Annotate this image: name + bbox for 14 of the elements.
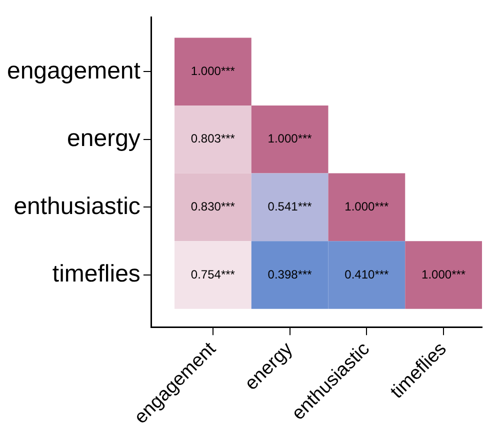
data-label: 1.000*** <box>190 64 236 78</box>
data-label: 0.398*** <box>268 267 312 282</box>
data-label: 0.830*** <box>190 200 236 214</box>
y-tick-label: timeflies <box>52 260 140 288</box>
y-tick-label: energy <box>67 125 140 152</box>
data-label: 1.000*** <box>344 200 390 214</box>
data-label: 1.000*** <box>422 267 466 282</box>
y-tick-label: engagement <box>6 57 141 84</box>
data-label: 1.000*** <box>268 132 312 146</box>
data-label: 0.754*** <box>190 267 236 282</box>
y-tick-label: enthusiastic <box>14 192 140 220</box>
data-label: 0.803*** <box>190 132 236 146</box>
data-label: 0.410*** <box>344 267 390 282</box>
data-label: 0.541*** <box>268 200 312 214</box>
